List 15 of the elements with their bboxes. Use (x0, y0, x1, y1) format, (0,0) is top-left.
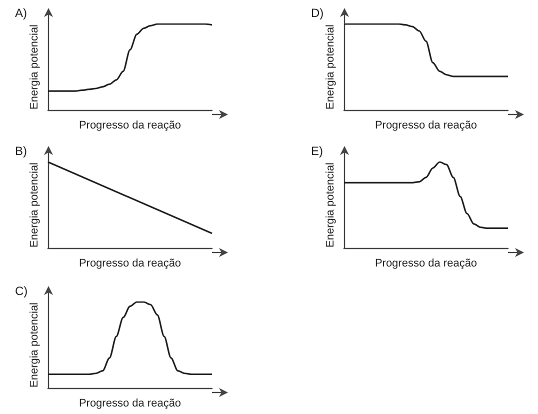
x-axis-title: Progresso da reação (78, 120, 182, 132)
chart-title: A) (15, 6, 28, 20)
y-axis-title: Energia potencial (28, 24, 40, 110)
y-axis-title: Energia potencial (28, 162, 40, 248)
y-axis-title: Energia potencial (324, 162, 336, 248)
chart-title: C) (15, 284, 28, 298)
x-axis-title: Progresso da reação (78, 398, 182, 410)
chart-title: D) (311, 6, 324, 20)
chart-title: B) (15, 144, 28, 158)
x-axis-title: Progresso da reação (374, 258, 478, 270)
chart-title: E) (311, 144, 324, 158)
x-axis-title: Progresso da reação (78, 258, 182, 270)
y-axis-title: Energia potencial (324, 24, 336, 110)
y-axis-title: Energia potencial (28, 302, 40, 388)
x-axis-title: Progresso da reação (374, 120, 478, 132)
